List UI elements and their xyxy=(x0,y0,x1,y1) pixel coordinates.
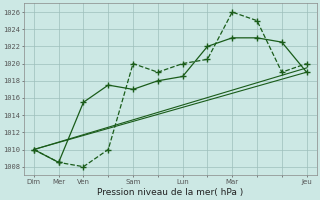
X-axis label: Pression niveau de la mer( hPa ): Pression niveau de la mer( hPa ) xyxy=(97,188,244,197)
